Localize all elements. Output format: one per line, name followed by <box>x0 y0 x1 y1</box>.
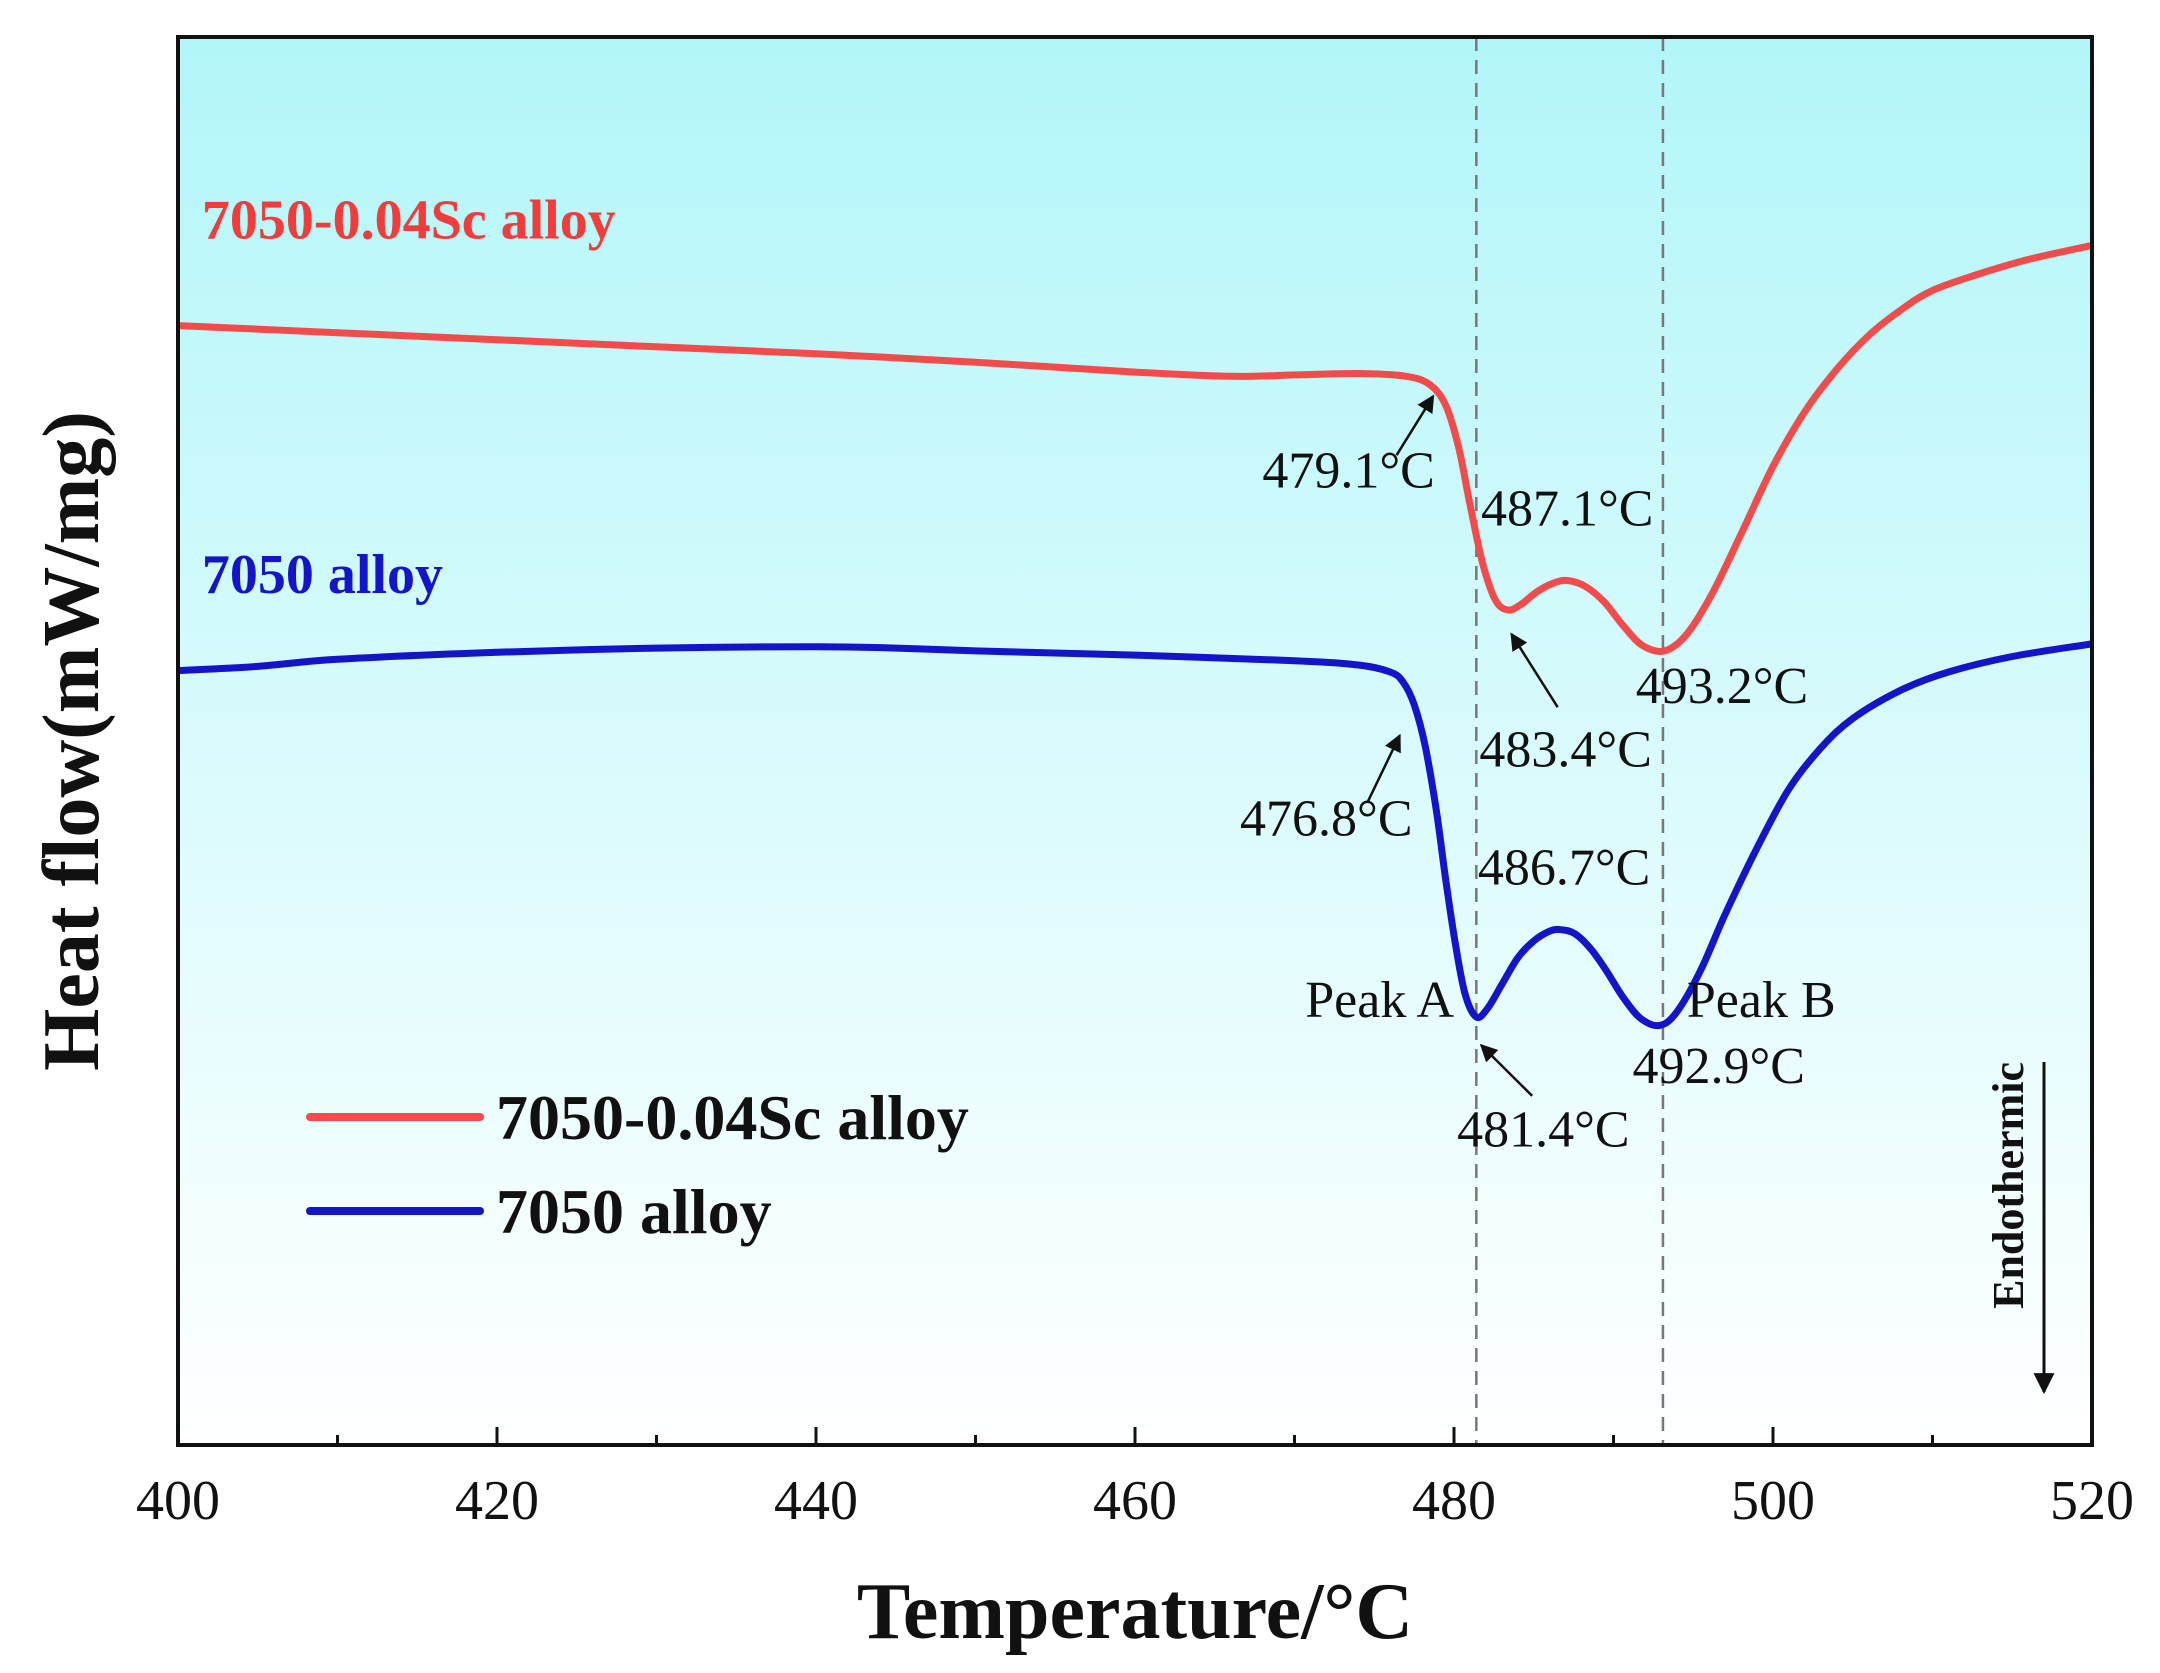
annotation-arrow <box>1395 394 1435 456</box>
series-label: 7050-0.04Sc alloy <box>202 189 616 251</box>
endothermic-indicator: Endothermic <box>1984 1062 2055 1395</box>
annotation-label: 476.8°C <box>1240 790 1412 847</box>
annotation-label: 483.4°C <box>1479 721 1651 778</box>
series-layer <box>178 241 2092 1030</box>
legend: 7050-0.04Sc alloy 7050 alloy <box>306 1082 969 1247</box>
annotation-arrow <box>1366 733 1401 803</box>
x-tick-label: 480 <box>1412 1470 1496 1532</box>
x-ticks: 400 420 440 460 480 500 520 <box>136 1427 2134 1532</box>
legend-label: 7050-0.04Sc alloy <box>496 1082 969 1153</box>
series-line <box>178 241 2092 655</box>
series-labels-layer: 7050-0.04Sc alloy 7050 alloy <box>202 189 616 606</box>
x-tick-label: 400 <box>136 1470 220 1532</box>
annotation-arrow <box>1479 1043 1534 1097</box>
x-axis-title: Temperature/°C <box>857 1568 1413 1656</box>
endothermic-label: Endothermic <box>1984 1062 2033 1309</box>
x-tick-label: 420 <box>455 1470 539 1532</box>
series-line <box>178 640 2092 1030</box>
annotation-label: 487.1°C <box>1481 481 1653 538</box>
series-label: 7050 alloy <box>202 544 443 606</box>
annotation-label: 493.2°C <box>1636 658 1808 715</box>
reference-lines <box>1475 37 1665 1445</box>
x-tick-label: 460 <box>1093 1470 1177 1532</box>
plot-background <box>178 37 2092 1445</box>
x-tick-label: 500 <box>1731 1470 1815 1532</box>
annotation-label: 492.9°C <box>1633 1038 1805 1095</box>
annotation-label: 479.1°C <box>1262 443 1434 500</box>
x-tick-label: 520 <box>2050 1470 2134 1532</box>
annotation-label: 486.7°C <box>1478 840 1650 897</box>
annotation-label: Peak A <box>1305 972 1454 1029</box>
annotations-layer: 479.1°C 487.1°C 483.4°C 493.2°C 476.8°C 486.7… <box>1240 394 1836 1159</box>
annotation-label: 481.4°C <box>1457 1102 1629 1159</box>
annotation-label: Peak B <box>1687 972 1836 1029</box>
y-axis-title: Heat flow(mW/mg) <box>28 411 116 1071</box>
x-tick-label: 440 <box>774 1470 858 1532</box>
legend-label: 7050 alloy <box>496 1176 772 1247</box>
annotation-arrow <box>1510 632 1559 708</box>
